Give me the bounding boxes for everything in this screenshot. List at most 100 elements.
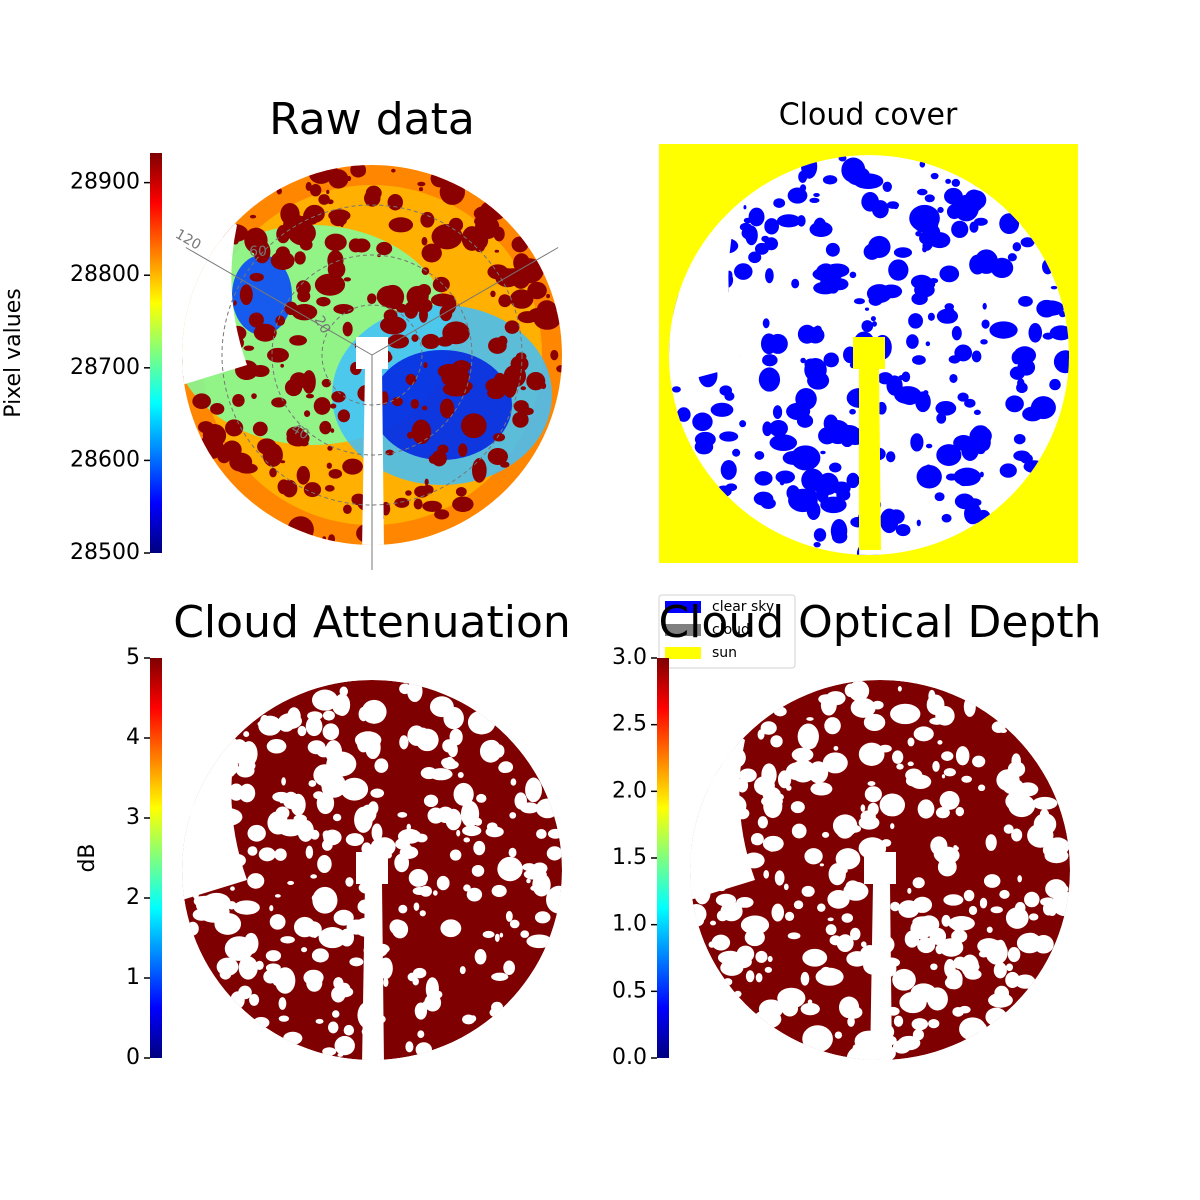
cloud-patch xyxy=(797,215,806,227)
cloud-patch xyxy=(258,715,282,736)
shadow-band xyxy=(864,852,896,1060)
cloud-patch xyxy=(724,391,735,401)
cloud-patch xyxy=(232,394,245,407)
cloud-patch xyxy=(1022,406,1043,422)
cloud-patch xyxy=(500,461,510,468)
cloud-patch xyxy=(812,267,843,282)
cloud-patch xyxy=(419,910,426,917)
cloud-patch xyxy=(262,443,283,467)
cloud-patch xyxy=(720,460,737,480)
cloud-patch xyxy=(919,205,931,224)
cloud-patch xyxy=(974,249,999,274)
cloud-patch xyxy=(692,412,713,432)
cloud-patch xyxy=(777,987,806,1009)
cloud-patch xyxy=(835,848,861,870)
cloud-patch xyxy=(934,492,945,502)
cloud-patch xyxy=(800,1002,820,1016)
cloud-patch xyxy=(278,997,287,1010)
clear-region xyxy=(232,255,292,335)
cloud-patch xyxy=(758,999,784,1019)
cloud-patch xyxy=(1049,378,1061,391)
cloud-patch xyxy=(796,414,814,428)
cloud-patch xyxy=(804,848,823,865)
cloud-patch xyxy=(297,725,307,737)
cloud-patch xyxy=(845,880,861,895)
cloud-patch xyxy=(334,693,351,717)
cloud-patch xyxy=(303,482,322,498)
cloud-patch xyxy=(381,501,391,516)
cloud-patch xyxy=(346,919,368,935)
cloud-patch xyxy=(280,363,285,368)
cloud-patch xyxy=(753,776,775,796)
cloud-patch xyxy=(342,321,353,337)
cloud-patch xyxy=(821,831,830,838)
cloud-patch xyxy=(864,786,882,803)
cloud-patch xyxy=(397,812,408,818)
cloud-patch xyxy=(497,374,509,387)
cloud-patch xyxy=(767,955,773,963)
cloud-patch xyxy=(897,686,902,692)
colorbar-tick-label: 0 xyxy=(126,1045,140,1070)
cloud-patch xyxy=(249,214,257,219)
cloud-patch xyxy=(793,900,804,910)
cloud-patch xyxy=(371,823,383,842)
cloud-patch xyxy=(509,812,517,819)
cloud-patch xyxy=(824,717,841,735)
cloud-patch xyxy=(388,217,414,233)
cloud-patch xyxy=(322,723,340,741)
cloud-patch xyxy=(676,407,691,422)
cloud-patch xyxy=(248,312,264,328)
cloud-patch xyxy=(986,926,993,933)
cloud-patch xyxy=(895,524,911,537)
cloud-patch xyxy=(526,878,531,884)
cloud-patch xyxy=(953,194,979,222)
colorbar-tick-label: 3 xyxy=(126,805,140,830)
cloud-patch xyxy=(192,393,211,410)
cloud-patch xyxy=(318,194,330,205)
cloud-patch xyxy=(802,1025,833,1053)
cloud-patch xyxy=(462,1014,475,1025)
cloud-patch xyxy=(817,903,826,912)
cloud-patch xyxy=(776,214,801,228)
cloud-patch xyxy=(961,775,972,783)
cloud-patch xyxy=(804,358,818,370)
cloud-patch xyxy=(299,440,309,447)
cloud-patch xyxy=(490,290,496,298)
cloud-patch xyxy=(775,470,796,484)
cloud-patch xyxy=(238,985,252,1000)
cloud-patch xyxy=(979,471,984,478)
cloud-patch xyxy=(271,397,287,408)
cloud-patch xyxy=(328,469,343,479)
cloud-patch xyxy=(434,990,443,999)
cloud-patch xyxy=(511,236,529,253)
cloud-patch xyxy=(912,355,926,365)
cloud-patch xyxy=(1027,823,1054,848)
cloud-patch xyxy=(754,242,769,255)
cloud-patch xyxy=(255,960,264,970)
colorbar-tick-label: 28600 xyxy=(70,447,140,472)
cloud-patch xyxy=(376,241,393,256)
cloud-patch xyxy=(920,205,927,210)
cloud-patch xyxy=(985,1007,1007,1027)
cloud-patch xyxy=(773,198,786,208)
cloud-patch xyxy=(757,816,768,829)
cloud-patch xyxy=(907,887,912,894)
cloud-patch xyxy=(825,924,837,936)
cloud-patch xyxy=(800,357,806,364)
cloud-patch xyxy=(461,413,487,439)
polar-label: 60 xyxy=(249,244,267,260)
cloud-patch xyxy=(748,207,765,227)
cloud-patch xyxy=(442,321,470,345)
cloud-patch xyxy=(316,296,331,307)
cloud-patch xyxy=(754,471,773,486)
cloud-patch xyxy=(269,905,274,912)
cloud-patch xyxy=(281,777,286,786)
cloud-patch xyxy=(763,870,770,879)
cloud-patch xyxy=(509,289,534,309)
cloud-patch xyxy=(243,932,259,955)
cloud-patch xyxy=(311,833,318,839)
cloud-patch xyxy=(456,829,461,837)
cloud-patch xyxy=(769,419,788,437)
colorbar-tick-label: 2.5 xyxy=(612,712,647,737)
cloud-patch xyxy=(915,391,931,413)
